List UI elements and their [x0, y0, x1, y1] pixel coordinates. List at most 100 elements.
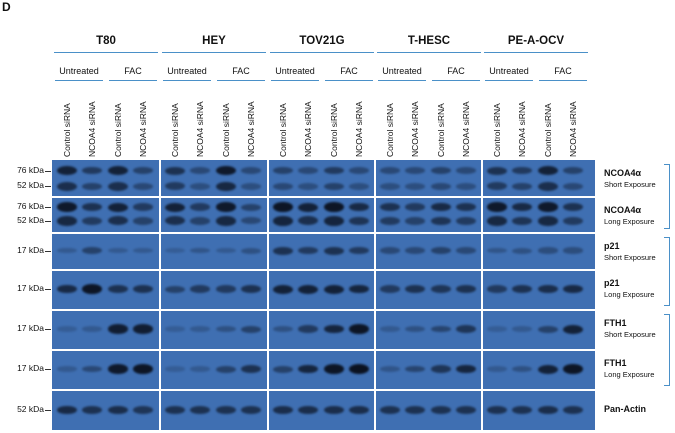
treatment-underline	[217, 80, 265, 81]
kda-tick	[45, 250, 51, 252]
protein-band	[456, 167, 476, 174]
treatment-label: Untreated	[167, 66, 207, 76]
protein-band	[216, 165, 236, 176]
protein-band	[241, 203, 261, 211]
protein-band	[82, 365, 102, 373]
protein-band	[487, 326, 507, 332]
protein-band	[405, 285, 425, 293]
protein-band	[456, 183, 476, 190]
protein-band	[165, 326, 185, 332]
protein-band	[298, 167, 318, 174]
protein-band	[241, 325, 261, 333]
cell-line-title: PE-A-OCV	[507, 35, 565, 47]
protein-band	[108, 285, 128, 293]
blot-row-exposure: Short Exposure	[604, 253, 656, 262]
protein-band	[512, 216, 532, 226]
protein-band	[349, 364, 369, 374]
treatment-underline	[325, 80, 373, 81]
protein-band	[456, 325, 476, 333]
protein-band	[273, 202, 293, 213]
protein-band	[349, 324, 369, 334]
protein-band	[241, 285, 261, 293]
lane-label: NCOA4 siRNA	[568, 101, 578, 157]
protein-band	[190, 203, 210, 211]
cell-line-underline	[484, 52, 588, 53]
protein-band	[82, 182, 102, 190]
protein-band	[273, 246, 293, 255]
cell-line-underline	[270, 52, 374, 53]
blot-row-exposure: Short Exposure	[604, 330, 656, 339]
protein-band	[563, 247, 583, 254]
protein-band	[165, 285, 185, 293]
protein-band	[190, 217, 210, 225]
protein-band	[273, 326, 293, 332]
exposure-bracket	[664, 164, 670, 229]
protein-band	[538, 216, 558, 226]
kda-tick	[45, 220, 51, 222]
protein-band	[57, 326, 77, 332]
protein-band	[298, 405, 318, 415]
protein-band	[165, 202, 185, 212]
protein-band	[512, 202, 532, 212]
protein-band	[405, 183, 425, 190]
protein-band	[273, 284, 293, 294]
blot-row-exposure: Short Exposure	[604, 180, 656, 189]
cell-line-underline	[377, 52, 481, 53]
protein-band	[538, 247, 558, 254]
protein-band	[108, 166, 128, 175]
protein-band	[431, 325, 451, 333]
protein-band	[57, 181, 77, 191]
lane-label: Control siRNA	[385, 103, 395, 157]
protein-band	[82, 326, 102, 332]
protein-band	[349, 246, 369, 255]
protein-band	[108, 216, 128, 226]
protein-band	[108, 247, 128, 254]
protein-band	[456, 247, 476, 254]
protein-band	[324, 284, 344, 294]
lane-label: Control siRNA	[170, 103, 180, 157]
protein-band	[563, 324, 583, 334]
protein-band	[190, 183, 210, 190]
treatment-underline	[271, 80, 319, 81]
protein-band	[324, 324, 344, 334]
cell-line-title: T80	[96, 35, 116, 47]
lane-label: Control siRNA	[543, 103, 553, 157]
protein-band	[57, 247, 77, 254]
protein-band	[380, 285, 400, 293]
blot-row-divider	[52, 309, 595, 311]
protein-band	[380, 366, 400, 372]
protein-band	[165, 247, 185, 254]
protein-band	[324, 215, 344, 226]
kda-tick	[45, 369, 51, 370]
blot-row-name: FTH1	[604, 318, 627, 328]
protein-band	[298, 202, 318, 212]
protein-band	[165, 406, 185, 414]
protein-band	[380, 216, 400, 225]
protein-band	[273, 405, 293, 415]
protein-band	[57, 405, 77, 415]
blot-row-name: p21	[604, 241, 620, 251]
blot-row-divider	[52, 389, 595, 391]
protein-band	[512, 247, 532, 254]
lane-label: NCOA4 siRNA	[517, 101, 527, 157]
protein-band	[133, 247, 153, 254]
protein-band	[324, 405, 344, 415]
protein-band	[431, 365, 451, 373]
protein-band	[512, 406, 532, 414]
blot-row-exposure: Long Exposure	[604, 217, 655, 226]
protein-band	[405, 365, 425, 373]
protein-band	[57, 166, 77, 175]
kda-tick	[45, 410, 51, 411]
protein-band	[456, 216, 476, 225]
protein-band	[216, 216, 236, 226]
protein-band	[108, 324, 128, 334]
treatment-underline	[432, 80, 480, 81]
protein-band	[487, 202, 507, 212]
protein-band	[273, 167, 293, 174]
protein-band	[108, 364, 128, 374]
protein-band	[349, 167, 369, 174]
protein-band	[563, 182, 583, 190]
protein-band	[108, 181, 128, 191]
protein-band	[165, 216, 185, 226]
protein-band	[487, 247, 507, 254]
